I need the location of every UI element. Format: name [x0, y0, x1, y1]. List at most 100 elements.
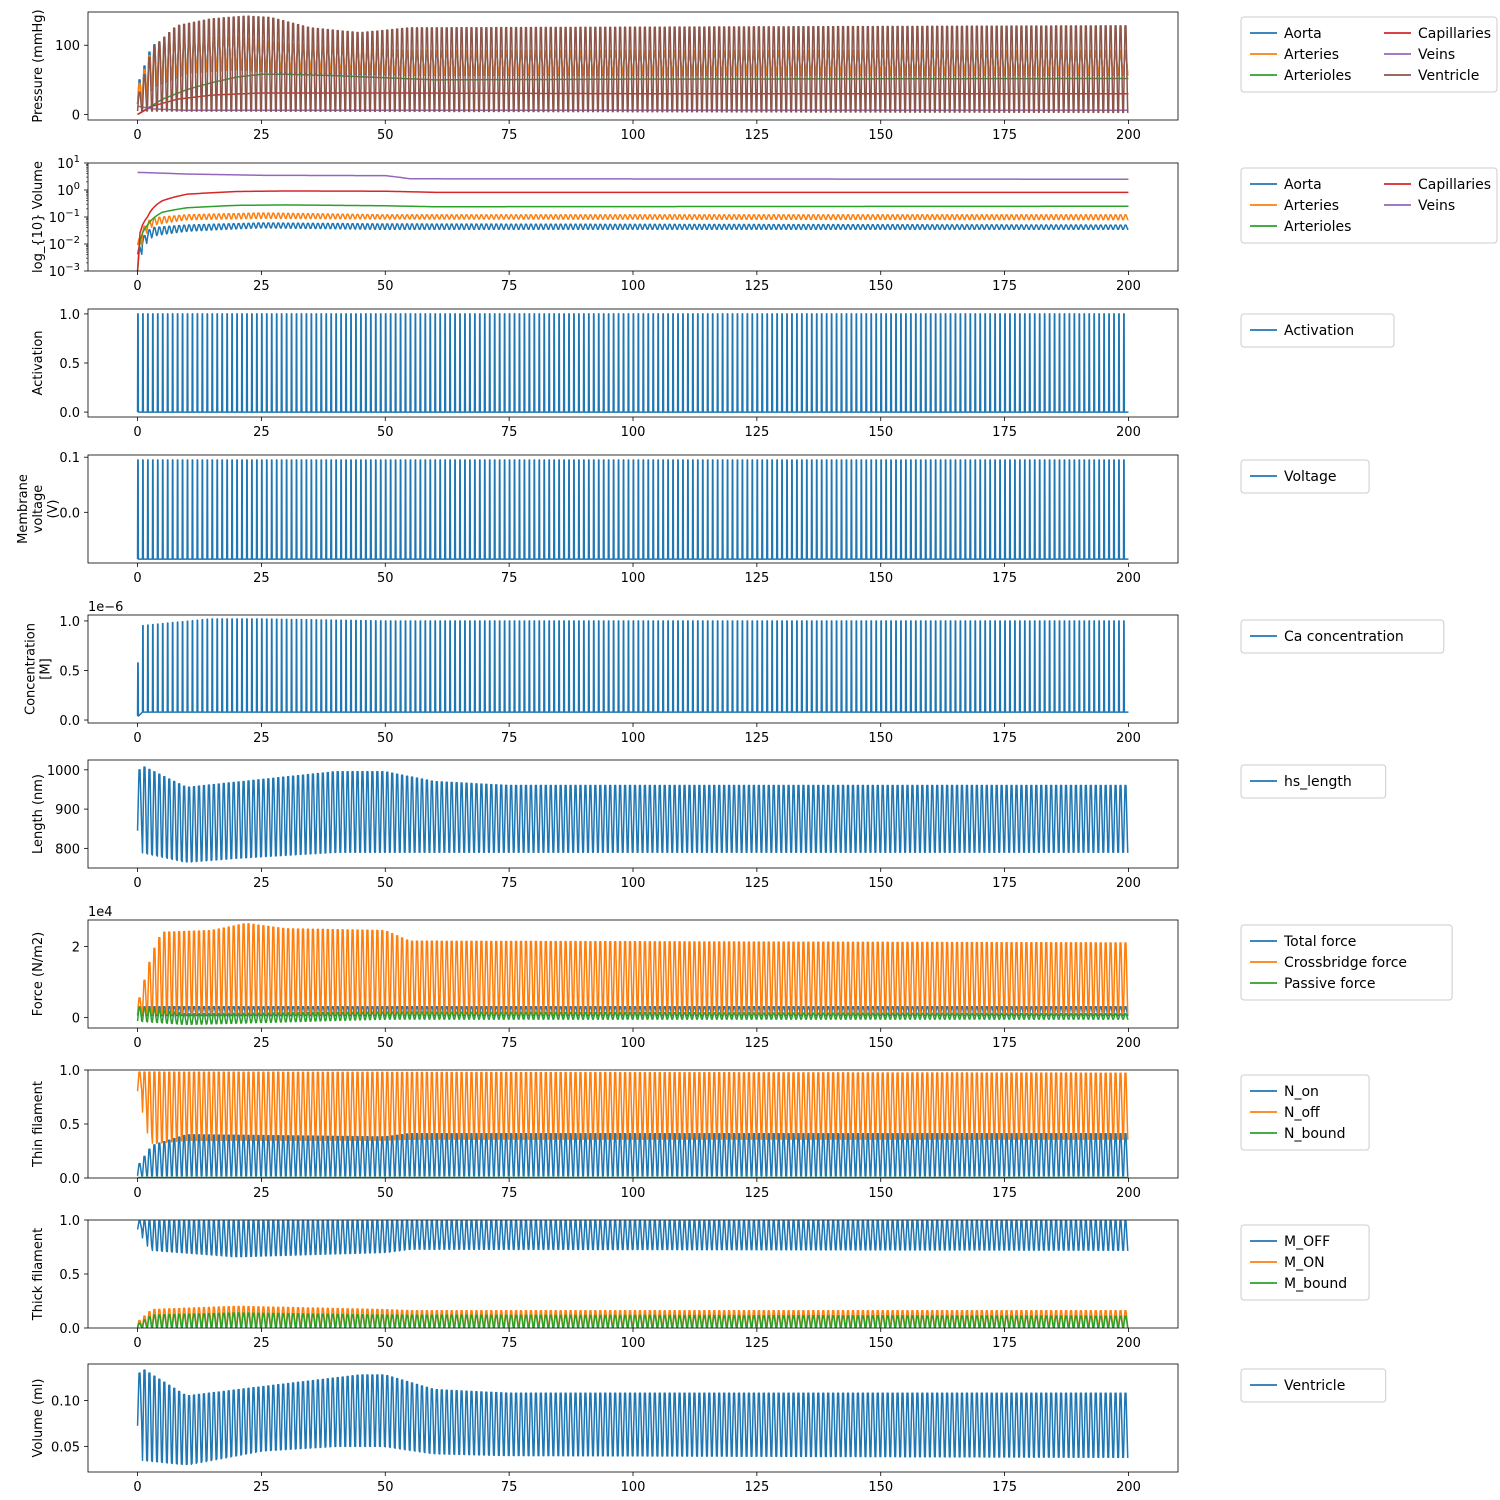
y-tick-label: 0.5: [59, 664, 80, 679]
legend-box: [1240, 1224, 1370, 1301]
legend: Activation: [1240, 313, 1395, 348]
x-tick-label: 150: [868, 128, 893, 143]
legend-entry-crossbridge-force: Crossbridge force: [1250, 955, 1407, 971]
legend: M_OFF M_ON M_bound: [1240, 1224, 1370, 1301]
y-tick-label-exponent: −1: [65, 208, 80, 219]
x-tick-label: 125: [744, 1336, 769, 1351]
legend-entry-arteries: Arteries: [1250, 198, 1339, 214]
legend-label: Ca concentration: [1284, 629, 1404, 645]
series-line-n-off: [136, 1071, 1129, 1144]
series-line-m-off: [136, 1220, 1129, 1258]
x-tick-label: 50: [377, 1036, 394, 1051]
x-tick-label: 25: [253, 1480, 270, 1495]
legend-label: Passive force: [1284, 976, 1375, 992]
panel-pressure: 0 25 50 75 100 125 150 175 200 0 100 Pressure (mmHg…: [31, 9, 1498, 143]
series-line-ventricle: [136, 15, 1129, 114]
x-tick-label: 50: [377, 571, 394, 586]
series-line-voltage: [136, 459, 1129, 560]
x-tick-label: 200: [1116, 279, 1141, 294]
x-tick-label: 200: [1116, 425, 1141, 440]
x-tick-label: 150: [868, 1186, 893, 1201]
x-tick-label: 50: [377, 1480, 394, 1495]
panel-activation: 0 25 50 75 100 125 150 175 200 0.0 0.5 1.0 Activatio…: [31, 308, 1395, 440]
x-tick-label: 150: [868, 1036, 893, 1051]
y-tick-label-base: 10: [49, 238, 66, 253]
y-tick-label-base: 10: [49, 211, 66, 226]
x-tick-label: 175: [992, 731, 1017, 746]
legend: N_on N_off N_bound: [1240, 1074, 1370, 1151]
y-tick-label-exponent: 0: [74, 181, 80, 192]
x-tick-label: 200: [1116, 1336, 1141, 1351]
panel-thick-filament: 0 25 50 75 100 125 150 175 200 0.0 0.5 1.0 Thick fil…: [31, 1214, 1370, 1351]
legend-label: Arterioles: [1284, 68, 1351, 84]
x-tick-label: 75: [501, 425, 518, 440]
legend-box: [1240, 1074, 1370, 1151]
series-line-crossbridge-force: [136, 923, 1129, 1015]
series-line-ventricle: [136, 1369, 1129, 1466]
y-tick-label: 100: [55, 39, 80, 54]
y-tick-label: 10−1: [49, 208, 80, 226]
x-tick-label: 25: [253, 1036, 270, 1051]
y-tick-label-base: 10: [57, 157, 74, 172]
legend-label: M_bound: [1284, 1276, 1347, 1292]
legend-label: Arterioles: [1284, 219, 1351, 235]
x-tick-label: 200: [1116, 1036, 1141, 1051]
x-tick-label: 50: [377, 425, 394, 440]
y-tick-label: 10−2: [49, 235, 80, 253]
x-tick-label: 25: [253, 1336, 270, 1351]
x-tick-label: 100: [621, 1480, 646, 1495]
x-tick-label: 125: [744, 1036, 769, 1051]
x-tick-label: 175: [992, 1336, 1017, 1351]
legend-entry-m-off: M_OFF: [1250, 1234, 1330, 1250]
x-tick-label: 50: [377, 876, 394, 891]
x-tick-label: 150: [868, 1336, 893, 1351]
series-line-arteries: [136, 212, 1129, 246]
legend-label: Crossbridge force: [1284, 955, 1407, 971]
y-tick-label: 0.10: [51, 1395, 80, 1410]
legend-entry-ventricle: Ventricle: [1384, 68, 1479, 84]
series-line-arterioles: [136, 204, 1129, 271]
y-tick-label-exponent: −2: [65, 235, 80, 246]
y-tick-label: 2: [72, 941, 80, 956]
legend-entry-arterioles: Arterioles: [1250, 219, 1351, 235]
x-tick-label: 25: [253, 425, 270, 440]
y-tick-label: 101: [57, 154, 80, 172]
x-tick-label: 50: [377, 1186, 394, 1201]
legend-label: Capillaries: [1418, 177, 1491, 193]
x-tick-label: 125: [744, 1186, 769, 1201]
legend-label: Aorta: [1284, 177, 1322, 193]
legend-entry-aorta: Aorta: [1250, 26, 1322, 42]
series-line-capillaries: [136, 190, 1129, 271]
y-tick-label: 0.1: [59, 451, 80, 466]
legend-entry-total-force: Total force: [1250, 934, 1356, 950]
x-tick-label: 0: [133, 1480, 141, 1495]
y-tick-label: 0.0: [59, 1172, 80, 1187]
legend-box: [1240, 619, 1445, 654]
x-tick-label: 0: [133, 731, 141, 746]
x-tick-label: 25: [253, 876, 270, 891]
x-tick-label: 100: [621, 425, 646, 440]
x-tick-label: 150: [868, 571, 893, 586]
legend-label: Ventricle: [1418, 68, 1479, 84]
y-tick-label: 10−3: [49, 262, 80, 280]
x-tick-label: 150: [868, 279, 893, 294]
legend-label: Activation: [1284, 323, 1354, 339]
y-axis-label: [M]: [39, 658, 54, 679]
y-tick-label: 1.0: [59, 1064, 80, 1079]
legend-label: Voltage: [1284, 469, 1337, 485]
y-tick-label: 0.0: [59, 506, 80, 521]
x-tick-label: 100: [621, 279, 646, 294]
legend-box: [1240, 924, 1453, 1001]
y-axis-label: Length (nm): [31, 774, 46, 854]
series-line-veins: [137, 171, 1129, 181]
legend-box: [1240, 764, 1387, 799]
legend-entry-activation: Activation: [1250, 323, 1354, 339]
x-tick-label: 125: [744, 731, 769, 746]
x-tick-label: 0: [133, 1336, 141, 1351]
x-tick-label: 175: [992, 425, 1017, 440]
legend: Aorta Arteries Arterioles Capillaries Veins: [1240, 167, 1498, 244]
x-tick-label: 0: [133, 425, 141, 440]
x-tick-label: 150: [868, 876, 893, 891]
y-tick-label-exponent: −3: [65, 262, 80, 273]
